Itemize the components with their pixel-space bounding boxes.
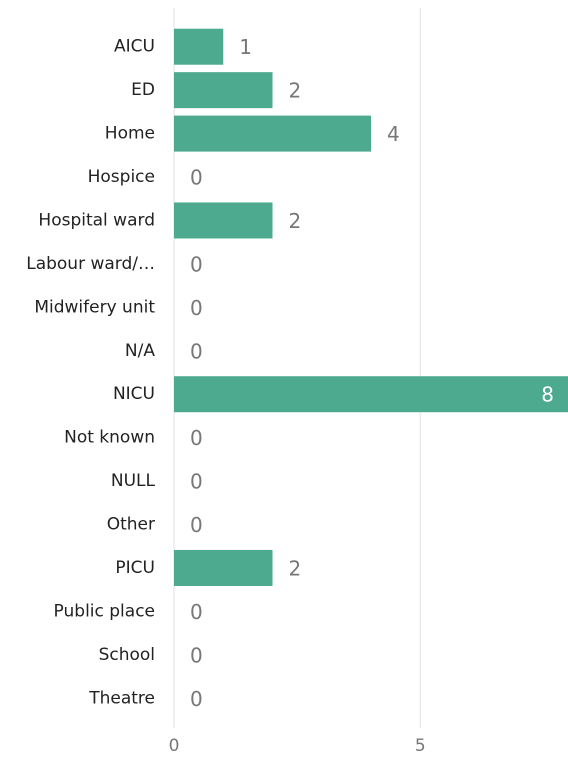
value-label: 0 bbox=[190, 426, 203, 450]
value-label: 0 bbox=[190, 600, 203, 624]
y-tick-label: Public place bbox=[54, 601, 155, 621]
y-tick-label: PICU bbox=[115, 558, 155, 578]
value-label: 0 bbox=[190, 470, 203, 494]
value-label: 0 bbox=[190, 687, 203, 711]
value-label: 2 bbox=[289, 556, 302, 580]
y-tick-label: NULL bbox=[111, 471, 156, 491]
value-label: 2 bbox=[289, 79, 302, 103]
y-tick-label: AICU bbox=[114, 37, 155, 57]
y-tick-label: Other bbox=[107, 515, 155, 535]
bar bbox=[174, 202, 273, 239]
y-tick-label: Hospital ward bbox=[38, 210, 155, 230]
y-tick-label: Theatre bbox=[88, 688, 155, 708]
value-label: 1 bbox=[239, 35, 252, 59]
y-tick-label: School bbox=[99, 645, 155, 665]
value-label: 0 bbox=[190, 643, 203, 667]
y-tick-label: ED bbox=[131, 80, 155, 100]
y-tick-label: Labour ward/… bbox=[26, 254, 155, 274]
value-label: 0 bbox=[190, 252, 203, 276]
bar bbox=[174, 376, 568, 413]
y-tick-label: Not known bbox=[64, 428, 155, 448]
x-tick-label: 5 bbox=[415, 736, 426, 756]
value-label: 0 bbox=[190, 166, 203, 190]
value-label: 0 bbox=[190, 296, 203, 320]
y-tick-label: Hospice bbox=[88, 167, 155, 187]
value-label: 0 bbox=[190, 513, 203, 537]
bar bbox=[174, 549, 273, 586]
value-label: 2 bbox=[289, 209, 302, 233]
x-tick-label: 0 bbox=[169, 736, 180, 756]
y-tick-label: NICU bbox=[113, 384, 155, 404]
bar bbox=[174, 115, 371, 152]
value-label: 8 bbox=[541, 383, 554, 407]
y-tick-label: N/A bbox=[125, 341, 155, 361]
bar bbox=[174, 72, 273, 109]
value-label: 4 bbox=[387, 122, 400, 146]
y-tick-label: Home bbox=[105, 124, 155, 144]
y-tick-label: Midwifery unit bbox=[34, 297, 155, 317]
bar bbox=[174, 28, 224, 65]
value-label: 0 bbox=[190, 339, 203, 363]
